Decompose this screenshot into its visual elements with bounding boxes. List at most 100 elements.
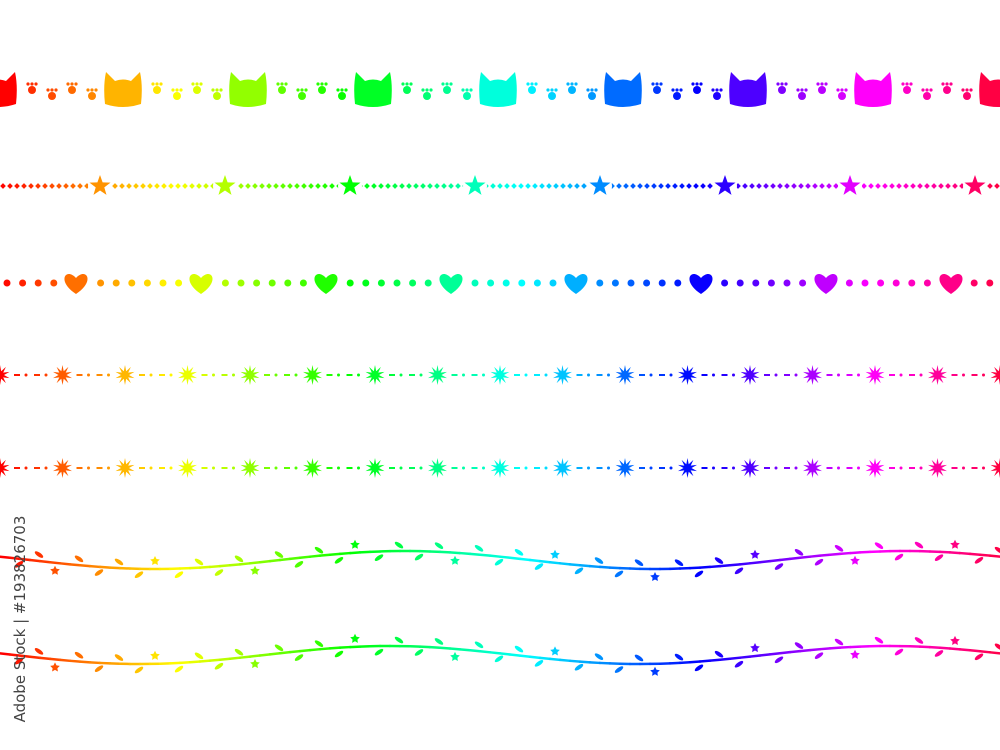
- dash: [34, 374, 40, 376]
- heart-icon: [814, 274, 838, 294]
- paw-toe: [179, 88, 183, 92]
- vine-segment: [58, 658, 72, 663]
- paw-toe: [465, 88, 469, 92]
- dot: [596, 279, 604, 287]
- dot: [794, 373, 798, 377]
- border-row-cats-and-paws: [0, 72, 1000, 107]
- dot: [533, 279, 541, 287]
- paw-toe: [461, 88, 465, 92]
- vine-segment: [238, 655, 252, 659]
- vine-segment: [988, 554, 1000, 558]
- dash: [389, 374, 395, 376]
- paw-toe: [219, 88, 223, 92]
- dot: [857, 466, 860, 470]
- leaf: [894, 648, 904, 656]
- vine-segment: [488, 554, 502, 558]
- diamond-dot: [826, 183, 832, 189]
- flower-burst-icon: [365, 458, 385, 478]
- dash: [264, 374, 270, 376]
- paw-toe: [675, 88, 679, 92]
- diamond-dot: [287, 183, 293, 189]
- paw-print-icon: [836, 88, 848, 100]
- leaf: [14, 561, 24, 568]
- vine-segment: [548, 560, 562, 565]
- dot: [253, 279, 261, 287]
- vine-segment: [738, 562, 752, 566]
- flower-burst-icon: [490, 458, 510, 478]
- leaf: [974, 556, 984, 564]
- leaf: [594, 653, 604, 660]
- paw-toe: [300, 88, 304, 92]
- paw-toe: [554, 88, 558, 92]
- leaf: [34, 551, 44, 558]
- dot: [357, 466, 360, 470]
- dot: [877, 279, 885, 287]
- flower-burst-icon: [115, 365, 135, 385]
- vine-segment: [548, 657, 562, 662]
- flower-icon: [250, 659, 260, 669]
- paw-print-icon: [586, 88, 598, 100]
- leaf: [774, 563, 784, 570]
- dot: [986, 279, 994, 287]
- paw-toe: [691, 82, 695, 86]
- paw-print-icon: [26, 82, 38, 94]
- vine-segment: [28, 655, 42, 660]
- paw-pad: [298, 92, 306, 100]
- leaf: [394, 541, 404, 549]
- paw-print-icon: [441, 82, 453, 94]
- dot: [783, 279, 791, 287]
- border-row-vine: [0, 633, 1000, 676]
- paw-pad: [673, 92, 681, 100]
- paw-toe: [586, 88, 590, 92]
- dot: [294, 466, 298, 470]
- heart-icon: [689, 274, 713, 294]
- leaf: [614, 666, 624, 673]
- paw-pad: [443, 86, 451, 94]
- paw-pad: [693, 86, 701, 94]
- paw-toe: [211, 88, 215, 92]
- paw-toe: [840, 88, 844, 92]
- leaf: [994, 546, 1000, 554]
- dot: [482, 466, 485, 470]
- diamond-dot: [112, 183, 118, 189]
- leaf: [474, 544, 484, 552]
- diamond-dot: [693, 183, 699, 189]
- paw-toe: [425, 88, 429, 92]
- dot: [419, 373, 423, 377]
- paw-toe: [296, 88, 300, 92]
- diamond-dot: [805, 183, 811, 189]
- paw-toe: [836, 88, 840, 92]
- diamond-dot: [245, 183, 251, 189]
- paw-print-icon: [461, 88, 473, 100]
- leaf: [134, 571, 144, 579]
- vine-segment: [88, 564, 102, 569]
- vine-segment: [728, 563, 742, 567]
- leaf: [914, 637, 924, 644]
- paw-toe: [909, 82, 913, 86]
- paw-toe: [711, 88, 715, 92]
- paw-toe: [941, 82, 945, 86]
- leaf: [534, 563, 544, 570]
- paw-print-icon: [526, 82, 538, 94]
- dot: [87, 466, 90, 470]
- vine-segment: [468, 649, 482, 653]
- flower-burst-icon: [553, 365, 572, 385]
- flower-burst-icon: [53, 365, 72, 385]
- diamond-dot: [749, 183, 755, 189]
- border-row-flowers-dash-dot: [0, 458, 1000, 478]
- vine-segment: [358, 550, 372, 554]
- vine-segment: [38, 656, 52, 661]
- leaf: [574, 663, 584, 671]
- paw-toe: [550, 88, 554, 92]
- diamond-dot: [266, 183, 272, 189]
- dot: [482, 373, 485, 377]
- diamond-dot: [301, 183, 307, 189]
- dash: [221, 374, 228, 376]
- paw-pad: [28, 86, 36, 94]
- vine-segment: [758, 559, 772, 564]
- leaf: [814, 652, 824, 659]
- dash: [326, 467, 333, 469]
- flower-burst-icon: [678, 365, 697, 385]
- flower-burst-icon: [428, 365, 447, 385]
